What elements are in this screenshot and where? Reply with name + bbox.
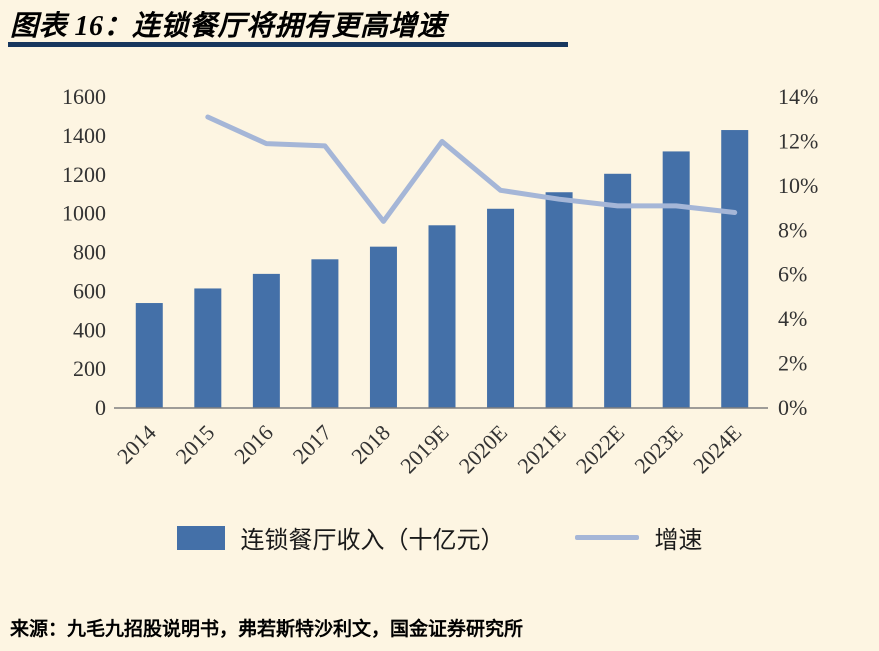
x-axis-label: 2023E (629, 420, 687, 478)
left-axis-tick: 1400 (62, 123, 106, 148)
left-axis-tick: 1600 (62, 84, 106, 109)
x-axis-label: 2024E (688, 420, 746, 478)
right-axis-tick: 6% (778, 262, 807, 287)
legend-item-revenue: 连锁餐厅收入（十亿元） (176, 520, 505, 555)
left-axis-tick: 1000 (62, 201, 106, 226)
bar-series-label: 连锁餐厅收入（十亿元） (240, 528, 505, 554)
revenue-bar (311, 259, 339, 408)
left-axis-tick: 400 (73, 317, 106, 342)
left-axis-tick: 1200 (62, 162, 106, 187)
revenue-bar (487, 208, 515, 408)
revenue-bar (721, 130, 749, 408)
revenue-bar (369, 246, 397, 408)
left-axis-tick: 0 (95, 395, 106, 420)
revenue-bar (545, 192, 573, 408)
x-axis-label: 2015 (171, 420, 220, 469)
line-series-label: 增速 (654, 528, 703, 554)
revenue-bar (194, 288, 222, 408)
growth-line (205, 114, 738, 224)
chart-legend: 连锁餐厅收入（十亿元） 增速 (0, 520, 879, 555)
x-axis-label: 2019E (395, 420, 453, 478)
revenue-bar (662, 151, 690, 409)
right-axis-tick: 8% (778, 217, 807, 242)
x-axis-label: 2022E (571, 420, 629, 478)
right-axis-tick: 0% (778, 395, 807, 420)
left-axis-tick: 800 (73, 240, 106, 265)
combo-chart: 0 200 400 600 800 1000 1200 1400 1600 0% 2% 4% 6% 8% 1… (62, 84, 818, 478)
left-axis-tick: 200 (73, 356, 106, 381)
revenue-bar (604, 173, 632, 408)
x-axis-label: 2016 (229, 420, 278, 469)
revenue-bar (135, 303, 163, 408)
x-axis-label: 2017 (288, 420, 337, 469)
x-axis-label: 2014 (112, 420, 161, 469)
x-axis-label: 2021E (512, 420, 570, 478)
revenue-bar (428, 225, 456, 408)
x-axis-label: 2018 (346, 420, 395, 469)
title-underline (8, 42, 568, 47)
right-axis-tick: 14% (778, 84, 818, 109)
source-text: 来源：九毛九招股说明书，弗若斯特沙利文，国金证券研究所 (10, 619, 524, 640)
right-axis-tick: 12% (778, 128, 818, 153)
right-axis-tick: 2% (778, 351, 807, 376)
revenue-bar (252, 273, 280, 408)
bar-series-swatch (176, 525, 225, 550)
line-series-swatch (574, 535, 639, 540)
chart-title: 图表 16：连锁餐厅将拥有更高增速 (10, 11, 446, 42)
left-axis-tick: 600 (73, 278, 106, 303)
legend-item-growth: 增速 (574, 520, 703, 555)
right-axis-tick: 10% (778, 173, 818, 198)
x-axis-label: 2020E (454, 420, 512, 478)
right-axis-tick: 4% (778, 306, 807, 331)
